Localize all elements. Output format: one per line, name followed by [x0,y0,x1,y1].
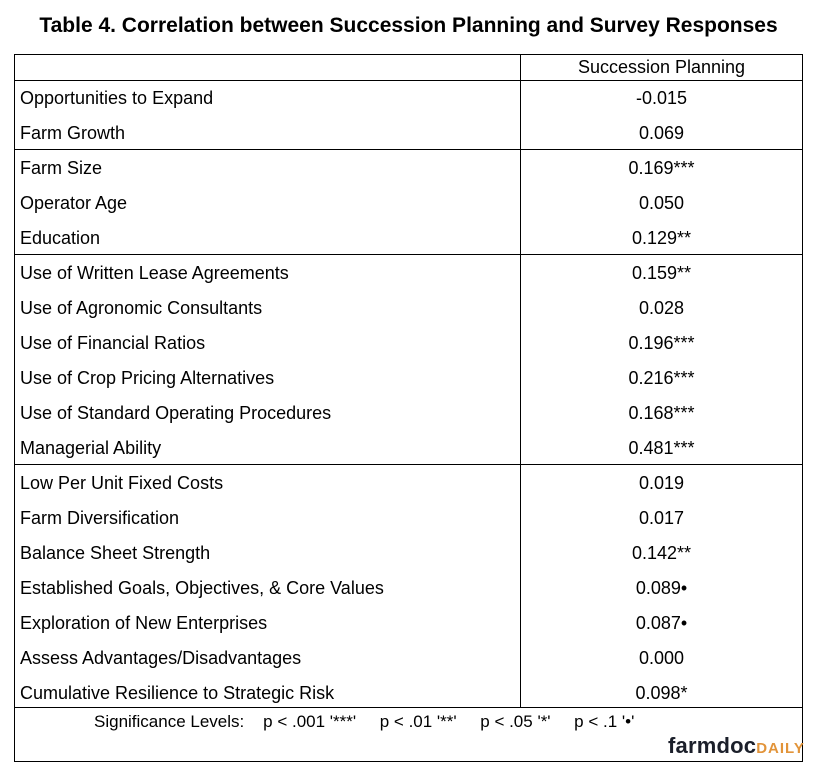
row-value: 0.000 [638,648,685,668]
table-row: Low Per Unit Fixed Costs 0.019 [14,466,803,501]
row-value: 0.017 [638,508,685,528]
table-row: Education 0.129** [14,221,803,256]
row-label: Use of Financial Ratios [20,333,206,353]
row-label: Use of Written Lease Agreements [20,263,289,283]
row-label: Low Per Unit Fixed Costs [20,473,224,493]
row-label: Farm Growth [20,123,126,143]
table-row: Use of Crop Pricing Alternatives 0.216*** [14,361,803,396]
table-row: Use of Agronomic Consultants 0.028 [14,291,803,326]
row-label: Exploration of New Enterprises [20,613,268,633]
group-rule [14,149,803,150]
table-row: Assess Advantages/Disadvantages 0.000 [14,641,803,676]
farmdoc-daily-logo: farmdocDAILY [668,733,805,759]
row-value: 0.050 [638,193,685,213]
table-row: Use of Financial Ratios 0.196*** [14,326,803,361]
table-row: Operator Age 0.050 [14,186,803,221]
table-row: Established Goals, Objectives, & Core Va… [14,571,803,606]
column-divider [520,54,521,707]
logo-text-primary: farmdoc [668,733,757,758]
row-label: Assess Advantages/Disadvantages [20,648,302,668]
group-rule [14,254,803,255]
table-row: Exploration of New Enterprises 0.087• [14,606,803,641]
header-rule [14,80,803,81]
row-label: Managerial Ability [20,438,162,458]
row-label: Balance Sheet Strength [20,543,211,563]
table-row: Farm Size 0.169*** [14,151,803,186]
table-row: Balance Sheet Strength 0.142** [14,536,803,571]
row-label: Farm Size [20,158,103,178]
row-value: 0.142** [631,543,692,563]
row-value: 0.098* [635,683,688,703]
table-title: Table 4. Correlation between Succession … [39,14,778,37]
table-row: Cumulative Resilience to Strategic Risk 0… [14,676,803,711]
logo-text-accent: DAILY [756,740,805,757]
row-label: Operator Age [20,193,128,213]
row-value: 0.069 [638,123,685,143]
column-header: Succession Planning [577,57,746,77]
row-label: Use of Standard Operating Procedures [20,403,332,423]
table-bottom-rule [14,707,803,708]
table-row: Farm Growth 0.069 [14,116,803,151]
row-value: 0.168*** [628,403,695,423]
group-rule [14,464,803,465]
table-frame [14,54,803,762]
row-value: 0.129** [631,228,692,248]
row-value: 0.087• [635,613,688,633]
row-label: Use of Agronomic Consultants [20,298,263,318]
row-value: 0.169*** [628,158,695,178]
table-row: Opportunities to Expand -0.015 [14,81,803,116]
table-row: Use of Standard Operating Procedures 0.16… [14,396,803,431]
row-value: 0.196*** [628,333,695,353]
row-label: Opportunities to Expand [20,88,214,108]
row-value: 0.159** [631,263,692,283]
table-row: Managerial Ability 0.481*** [14,431,803,466]
row-value: -0.015 [635,88,688,108]
significance-footnote: Significance Levels: p < .001 '***' p < … [94,712,635,731]
table-row: Farm Diversification 0.017 [14,501,803,536]
row-value: 0.481*** [628,438,695,458]
row-label: Cumulative Resilience to Strategic Risk [20,683,335,703]
row-label: Farm Diversification [20,508,180,528]
row-label: Education [20,228,101,248]
row-value: 0.216*** [628,368,695,388]
table-row: Use of Written Lease Agreements 0.159** [14,256,803,291]
row-value: 0.089• [635,578,688,598]
row-label: Established Goals, Objectives, & Core Va… [20,578,384,598]
row-label: Use of Crop Pricing Alternatives [20,368,275,388]
row-value: 0.019 [638,473,685,493]
row-value: 0.028 [638,298,685,318]
